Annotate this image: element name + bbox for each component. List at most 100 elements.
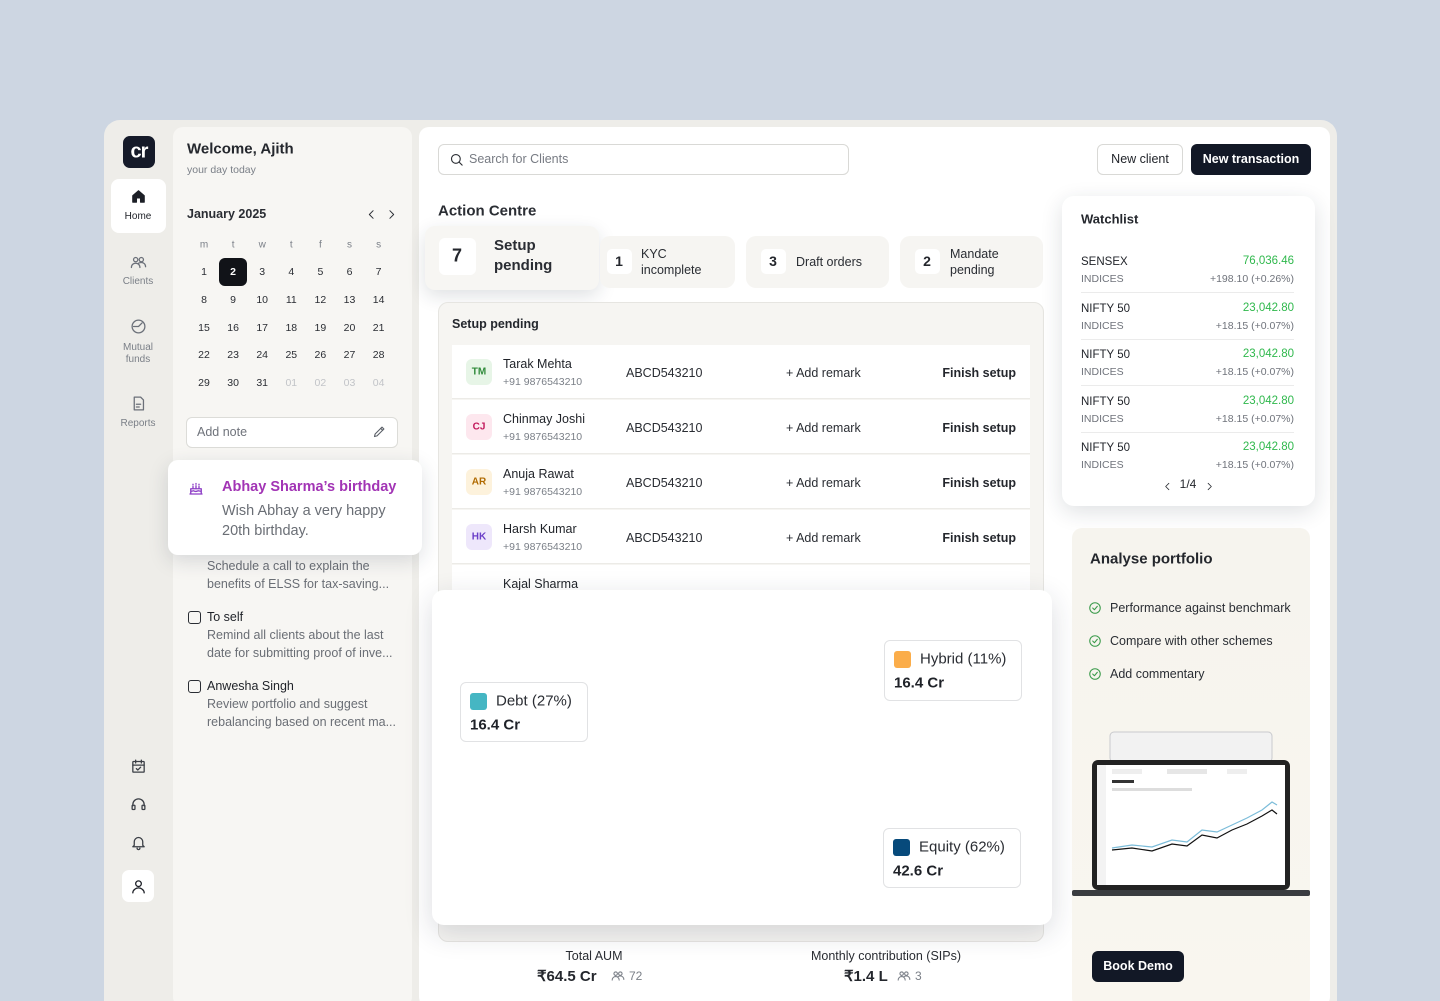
nav-label[interactable]: Clients	[122, 276, 154, 287]
calendar-day[interactable]: 12	[314, 294, 327, 306]
nav-icon[interactable]	[130, 254, 147, 271]
add-remark[interactable]: + Add remark	[786, 366, 861, 380]
icon-rect	[141, 804, 146, 811]
calendar-icon[interactable]	[130, 758, 147, 775]
finish-setup[interactable]: Finish setup	[942, 421, 1016, 435]
calendar-day[interactable]: 6	[346, 266, 353, 278]
calendar-day[interactable]: 31	[256, 377, 269, 389]
calendar-day[interactable]: 9	[230, 294, 237, 306]
calendar-day[interactable]: 04	[372, 377, 385, 389]
calendar-day[interactable]: 21	[372, 322, 385, 334]
calendar-day[interactable]: 29	[198, 377, 210, 389]
finish-setup[interactable]: Finish setup	[942, 366, 1016, 380]
search-box[interactable]	[438, 144, 849, 175]
calendar-day[interactable]: 4	[288, 266, 295, 278]
calendar-day[interactable]: 22	[198, 349, 210, 361]
client-row	[452, 510, 1030, 564]
nav-label[interactable]: Mutual funds	[122, 342, 153, 365]
calendar-day[interactable]: 3	[259, 266, 266, 278]
calendar-day[interactable]: 20	[343, 322, 356, 334]
bell-icon[interactable]	[130, 834, 147, 851]
legend-amount: 42.6 Cr	[893, 862, 944, 880]
icon-svg	[450, 153, 463, 166]
calendar-month: January 2025	[187, 207, 267, 221]
calendar-day[interactable]: 27	[343, 349, 356, 361]
index-value: 23,042.80	[1242, 394, 1294, 407]
note-input[interactable]	[186, 417, 398, 448]
client-name[interactable]: Anuja Rawat	[503, 467, 574, 481]
feature: Compare with other schemes	[1110, 634, 1273, 648]
icon-polyline	[1111, 809, 1278, 852]
calendar-day[interactable]: 16	[227, 322, 239, 334]
nav-icon[interactable]	[130, 318, 147, 335]
calendar-day[interactable]: 03	[343, 377, 356, 389]
calendar-day[interactable]: 2	[230, 266, 237, 278]
calendar-day[interactable]: 25	[285, 349, 298, 361]
task-checkbox[interactable]	[188, 611, 201, 624]
calendar-day[interactable]: 11	[285, 294, 297, 306]
page-next[interactable]	[1204, 479, 1215, 491]
calendar-day[interactable]: 8	[201, 294, 207, 306]
prev-month[interactable]	[365, 208, 378, 221]
nav-label[interactable]: Home	[124, 211, 152, 222]
calendar-day[interactable]: 26	[314, 349, 327, 361]
icon-svg	[1089, 668, 1101, 680]
client-name[interactable]: Harsh Kumar	[503, 522, 577, 536]
client-name[interactable]: Chinmay Joshi	[503, 412, 585, 426]
nav-label[interactable]: Reports	[120, 418, 156, 429]
support-icon[interactable]	[130, 796, 147, 813]
calendar-day[interactable]: 18	[285, 322, 298, 334]
calendar-day[interactable]: 17	[256, 322, 269, 334]
calendar-day[interactable]: 30	[227, 377, 239, 389]
avatar	[466, 359, 492, 385]
legend-label: Equity (62%)	[919, 838, 1005, 856]
calendar-day[interactable]: 01	[285, 377, 298, 389]
calendar-day[interactable]: 28	[372, 349, 385, 361]
new-transaction-button[interactable]	[1191, 144, 1311, 175]
calendar-day[interactable]: 5	[317, 266, 324, 278]
index-name[interactable]: NIFTY 50	[1081, 349, 1130, 362]
clients-icon	[897, 969, 911, 983]
nav-icon[interactable]	[130, 188, 147, 205]
icon-rect	[1072, 890, 1310, 896]
icon-path	[897, 975, 911, 981]
task-checkbox[interactable]	[188, 680, 201, 693]
add-remark[interactable]: + Add remark	[786, 531, 861, 545]
calendar-day[interactable]: 15	[198, 322, 210, 334]
index-name[interactable]: NIFTY 50	[1081, 395, 1130, 408]
icon-circle	[138, 256, 145, 263]
calendar-day[interactable]: 10	[256, 294, 269, 306]
task-name: To self	[207, 610, 244, 624]
calendar-day[interactable]: 02	[314, 377, 327, 389]
add-remark[interactable]: + Add remark	[786, 476, 861, 490]
profile-icon[interactable]	[130, 878, 147, 895]
summary-value: ₹64.5 Cr	[537, 968, 597, 985]
watchlist-card	[1062, 196, 1315, 506]
nav-icon[interactable]	[130, 395, 147, 412]
calendar-day[interactable]: 1	[201, 266, 207, 278]
calendar-day[interactable]: 13	[343, 294, 356, 306]
calendar-day[interactable]: 7	[375, 266, 382, 278]
index-name[interactable]: NIFTY 50	[1081, 302, 1130, 315]
client-name[interactable]: Kajal Sharma	[503, 577, 579, 591]
new-transaction-label[interactable]: New transaction	[1202, 152, 1300, 166]
task-name: Anwesha Singh	[207, 679, 294, 693]
next-month[interactable]	[385, 208, 398, 221]
page-prev[interactable]	[1162, 479, 1173, 491]
edit-icon[interactable]	[372, 424, 387, 439]
new-client-label[interactable]: New client	[1111, 152, 1169, 166]
left-panel	[173, 127, 412, 1001]
calendar-day[interactable]: 19	[314, 322, 327, 334]
client-name[interactable]: Tarak Mehta	[503, 357, 572, 371]
calendar-day[interactable]: 23	[227, 349, 239, 361]
finish-setup[interactable]: Finish setup	[942, 531, 1016, 545]
index-name[interactable]: SENSEX	[1081, 256, 1128, 268]
add-remark[interactable]: + Add remark	[786, 421, 861, 435]
index-name[interactable]: NIFTY 50	[1081, 442, 1130, 455]
calendar-day[interactable]: 14	[372, 294, 385, 306]
new-client-button[interactable]	[1097, 144, 1183, 175]
calendar-day[interactable]: 24	[256, 349, 269, 361]
finish-setup[interactable]: Finish setup	[942, 476, 1016, 490]
book-demo-label[interactable]: Book Demo	[1103, 959, 1173, 973]
book-demo-button[interactable]	[1092, 951, 1184, 982]
